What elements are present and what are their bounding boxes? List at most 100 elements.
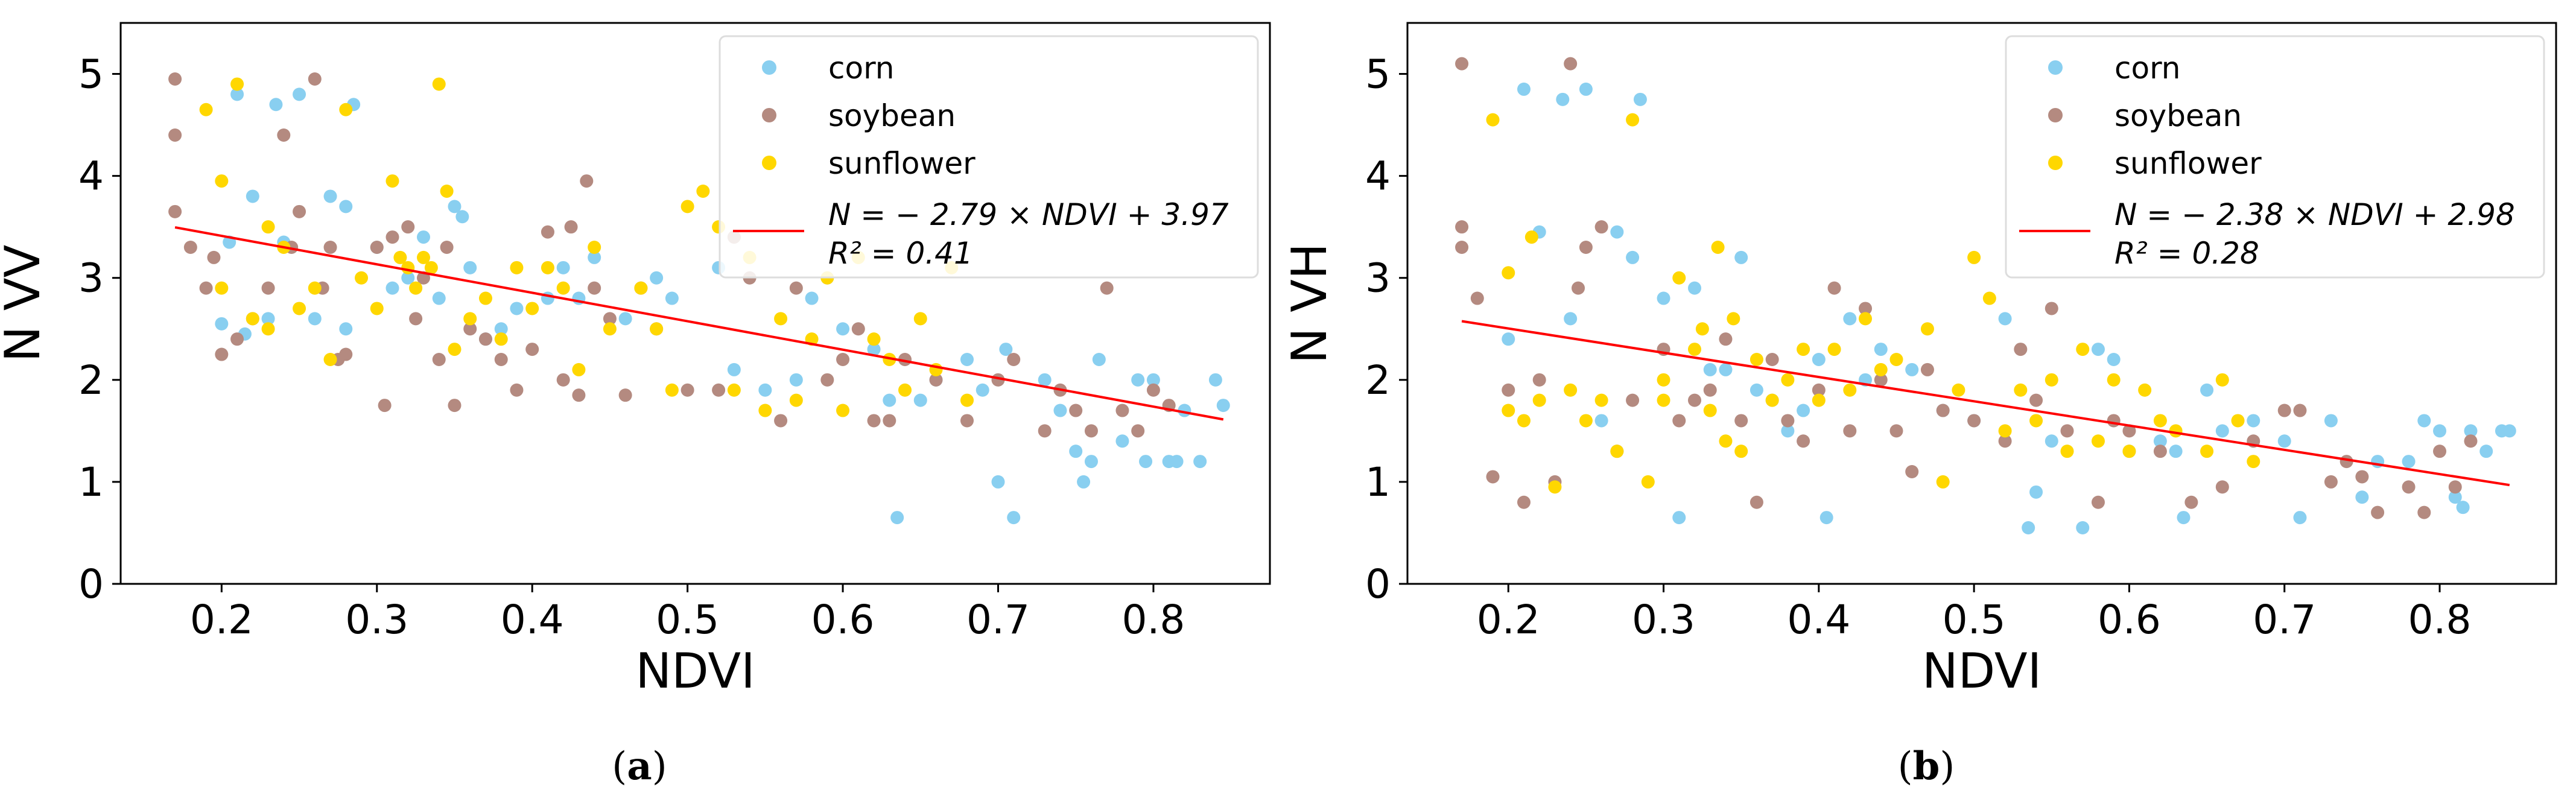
legend-fit-r2: R² = 0.28	[2114, 236, 2259, 271]
data-point-sunflower	[230, 77, 244, 91]
data-point-soybean	[168, 128, 182, 142]
data-point-soybean	[1920, 363, 1934, 376]
data-point-soybean	[293, 204, 306, 218]
data-point-corn	[308, 312, 322, 326]
data-point-sunflower	[2029, 414, 2043, 428]
data-point-soybean	[370, 241, 384, 254]
legend-marker-soybean	[2048, 108, 2063, 122]
data-point-corn	[2177, 511, 2191, 525]
caption-letter: a	[627, 744, 652, 789]
y-tick-label: 3	[78, 255, 104, 302]
data-point-corn	[588, 250, 601, 264]
y-tick-label: 4	[1365, 153, 1391, 200]
data-point-corn	[2029, 485, 2043, 499]
data-point-corn	[650, 271, 664, 285]
x-tick-label: 0.4	[501, 597, 564, 643]
data-point-soybean	[1455, 57, 1469, 71]
legend-box	[2005, 35, 2545, 279]
data-point-corn	[727, 363, 741, 376]
data-point-soybean	[1812, 383, 1826, 397]
data-point-corn	[2215, 424, 2229, 438]
x-axis-label: NDVI	[635, 643, 755, 699]
data-point-soybean	[2153, 445, 2167, 458]
data-point-corn	[2169, 445, 2183, 458]
data-point-corn	[789, 373, 803, 387]
data-point-sunflower	[1517, 414, 1531, 428]
legend-fit-equation: N = − 2.38 × NDVI + 2.98	[2114, 197, 2515, 232]
data-point-soybean	[820, 373, 834, 387]
data-point-sunflower	[789, 393, 803, 407]
legend-marker-soybean	[762, 108, 776, 122]
data-point-soybean	[215, 347, 229, 361]
data-point-soybean	[867, 414, 881, 428]
data-point-corn	[976, 383, 989, 397]
data-point-corn	[339, 322, 353, 336]
data-point-soybean	[2045, 302, 2058, 315]
data-point-soybean	[2014, 343, 2028, 356]
data-point-corn	[1007, 511, 1021, 525]
y-axis-label: N VV	[0, 244, 51, 362]
data-point-sunflower	[385, 174, 399, 188]
data-point-soybean	[168, 72, 182, 86]
data-point-sunflower	[393, 250, 407, 264]
data-point-sunflower	[1750, 353, 1763, 366]
data-point-corn	[2107, 353, 2121, 366]
data-point-corn	[2324, 414, 2338, 428]
data-point-soybean	[2417, 505, 2431, 519]
legend-box	[719, 35, 1259, 279]
data-point-soybean	[440, 241, 454, 254]
data-point-corn	[883, 393, 896, 407]
data-point-corn	[758, 383, 772, 397]
x-tick-label: 0.6	[2098, 597, 2161, 643]
data-point-soybean	[199, 281, 213, 295]
x-tick-label: 0.3	[345, 597, 408, 643]
data-point-soybean	[588, 281, 601, 295]
data-point-sunflower	[1952, 383, 1965, 397]
data-point-corn	[999, 343, 1013, 356]
caption-paren-close: )	[1940, 744, 1955, 789]
data-point-corn	[665, 291, 679, 305]
data-point-soybean	[168, 204, 182, 218]
data-point-corn	[1502, 332, 1515, 346]
data-point-soybean	[230, 332, 244, 346]
chart-panel-a: 0.2 0.3 0.4 0.5 0.6 0.7 0.8 0 1 2 3 4 5 NDVI N VV corn s…	[0, 22, 1271, 789]
data-point-soybean	[1998, 434, 2012, 448]
data-point-corn	[2417, 414, 2431, 428]
data-point-soybean	[712, 383, 726, 397]
data-point-sunflower	[1594, 393, 1608, 407]
data-point-soybean	[1874, 373, 1888, 387]
data-point-corn	[1719, 363, 1733, 376]
data-point-sunflower	[1859, 312, 1873, 326]
data-point-sunflower	[2091, 434, 2105, 448]
data-point-sunflower	[680, 200, 694, 214]
data-point-soybean	[1734, 414, 1748, 428]
data-point-sunflower	[603, 322, 617, 336]
data-point-sunflower	[1626, 113, 1640, 127]
data-point-sunflower	[525, 302, 539, 315]
x-tick-label: 0.5	[656, 597, 719, 643]
data-point-corn	[1998, 312, 2012, 326]
data-point-corn	[230, 87, 244, 101]
data-point-soybean	[432, 353, 446, 366]
data-point-sunflower	[1781, 373, 1795, 387]
data-point-corn	[913, 393, 927, 407]
data-point-sunflower	[1797, 343, 1810, 356]
data-point-corn	[339, 200, 353, 214]
data-point-soybean	[556, 373, 570, 387]
data-point-corn	[1139, 455, 1153, 469]
data-point-soybean	[603, 312, 617, 326]
data-point-sunflower	[2231, 414, 2245, 428]
data-point-corn	[1193, 455, 1207, 469]
data-point-corn	[432, 291, 446, 305]
data-point-sunflower	[1548, 480, 1562, 494]
data-point-corn	[1657, 291, 1670, 305]
data-point-sunflower	[2247, 455, 2260, 469]
data-point-corn	[2456, 501, 2470, 514]
data-point-soybean	[323, 241, 337, 254]
y-tick-label: 0	[78, 561, 104, 607]
data-point-sunflower	[1998, 424, 2012, 438]
data-point-corn	[1688, 281, 1701, 295]
data-point-soybean	[2184, 495, 2198, 509]
legend-label-soybean: soybean	[828, 98, 956, 133]
